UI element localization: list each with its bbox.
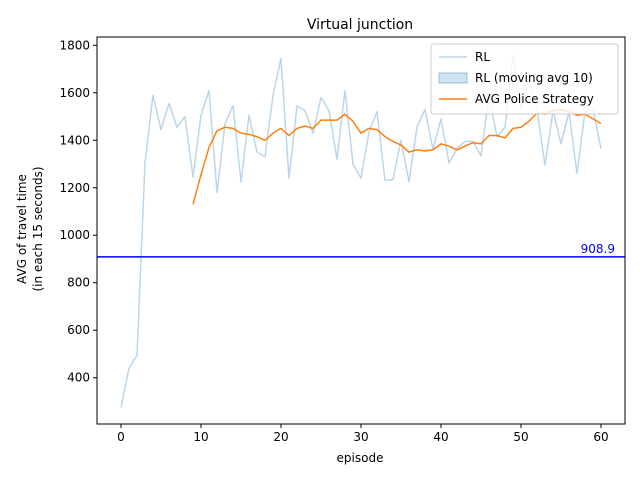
x-tick-label: 10 [193, 430, 208, 444]
axes: 0 10 20 30 40 50 60 400 600 800 1000 1200 1400 1600 18… [59, 36, 626, 444]
y-tick-label: 1200 [59, 181, 90, 195]
legend-label-0: RL [475, 50, 490, 64]
legend-label-1: RL (moving avg 10) [475, 71, 593, 85]
x-tick-label: 0 [117, 430, 125, 444]
x-tick-label: 50 [513, 430, 528, 444]
y-tick-label: 1800 [59, 38, 90, 52]
x-tick-label: 30 [353, 430, 368, 444]
y-axis-label-line-1: AVG of travel time [15, 174, 29, 284]
y-tick-label: 1400 [59, 133, 90, 147]
x-tick-label: 20 [273, 430, 288, 444]
y-tick-label: 1600 [59, 86, 90, 100]
reference-line-label: 908.9 [581, 242, 615, 256]
legend-box [430, 43, 619, 115]
y-tick-label: 400 [67, 371, 90, 385]
y-tick-label: 600 [67, 323, 90, 337]
x-tick-label: 40 [433, 430, 448, 444]
y-tick-label: 1000 [59, 228, 90, 242]
y-axis-label: AVG of travel time (in each 15 seconds) [15, 166, 45, 291]
y-axis-label-line-2: (in each 15 seconds) [31, 166, 45, 291]
legend: RL RL (moving avg 10) AVG Police Strategy [430, 43, 619, 115]
legend-label-2: AVG Police Strategy [475, 92, 594, 106]
x-axis-label: episode [337, 451, 384, 465]
x-tick-label: 60 [593, 430, 608, 444]
y-tick-label: 800 [67, 276, 90, 290]
chart-title: Virtual junction [307, 17, 413, 33]
series-line-2 [192, 108, 602, 205]
legend-swatch-1 [438, 72, 468, 84]
